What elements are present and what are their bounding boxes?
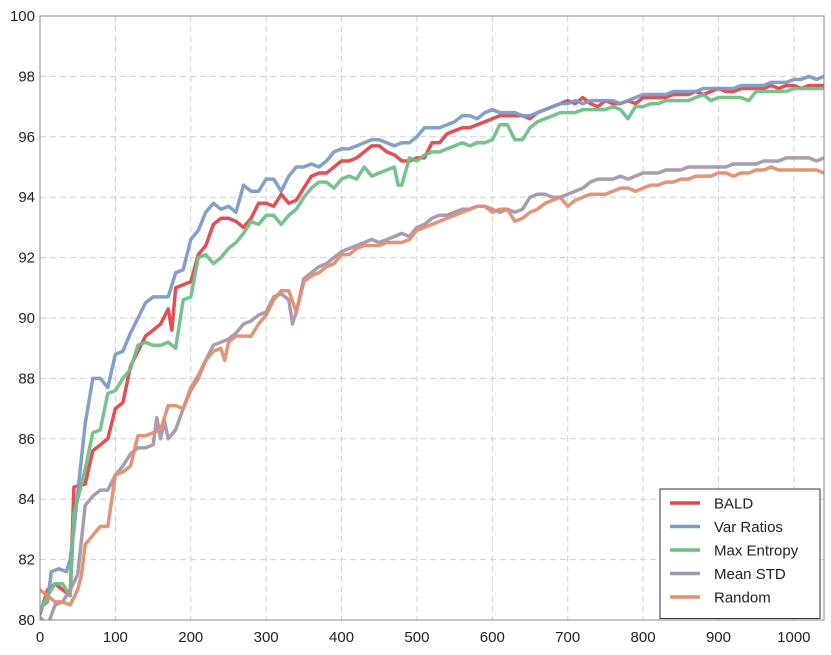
x-tick-label: 400 xyxy=(329,629,354,646)
y-tick-label: 96 xyxy=(18,129,35,146)
y-tick-label: 90 xyxy=(18,310,35,327)
legend-label: Max Entropy xyxy=(714,543,799,560)
y-tick-label: 84 xyxy=(18,491,35,508)
x-tick-label: 700 xyxy=(555,629,580,646)
x-tick-label: 200 xyxy=(178,629,203,646)
y-tick-label: 86 xyxy=(18,431,35,448)
x-tick-label: 0 xyxy=(36,629,44,646)
legend-label: Mean STD xyxy=(714,566,786,583)
y-tick-label: 98 xyxy=(18,68,35,85)
series-line-max-entropy xyxy=(40,86,824,613)
x-tick-label: 1000 xyxy=(777,629,810,646)
legend-label: BALD xyxy=(714,496,753,513)
x-tick-label: 600 xyxy=(480,629,505,646)
y-tick-label: 82 xyxy=(18,552,35,569)
series-line-var-ratios xyxy=(40,74,824,610)
x-tick-label: 300 xyxy=(254,629,279,646)
series-line-random xyxy=(40,165,824,607)
grid xyxy=(40,16,824,620)
plot-frame xyxy=(39,15,825,621)
y-tick-label: 80 xyxy=(18,612,35,629)
tick-labels: 0 100 200 300 400 500 600 700 800 900 1000 80 82 84 86… xyxy=(10,8,811,646)
x-tick-label: 500 xyxy=(404,629,429,646)
x-tick-label: 100 xyxy=(103,629,128,646)
legend: BALD Var Ratios Max Entropy Mean STD Random xyxy=(659,488,821,619)
y-tick-label: 88 xyxy=(18,370,35,387)
legend-label: Random xyxy=(714,590,771,607)
x-tick-label: 800 xyxy=(631,629,656,646)
x-tick-label: 900 xyxy=(706,629,731,646)
series-lines xyxy=(40,74,824,620)
y-tick-label: 94 xyxy=(18,189,35,206)
y-tick-label: 100 xyxy=(10,8,35,25)
y-tick-label: 92 xyxy=(18,250,35,267)
legend-label: Var Ratios xyxy=(714,519,783,536)
